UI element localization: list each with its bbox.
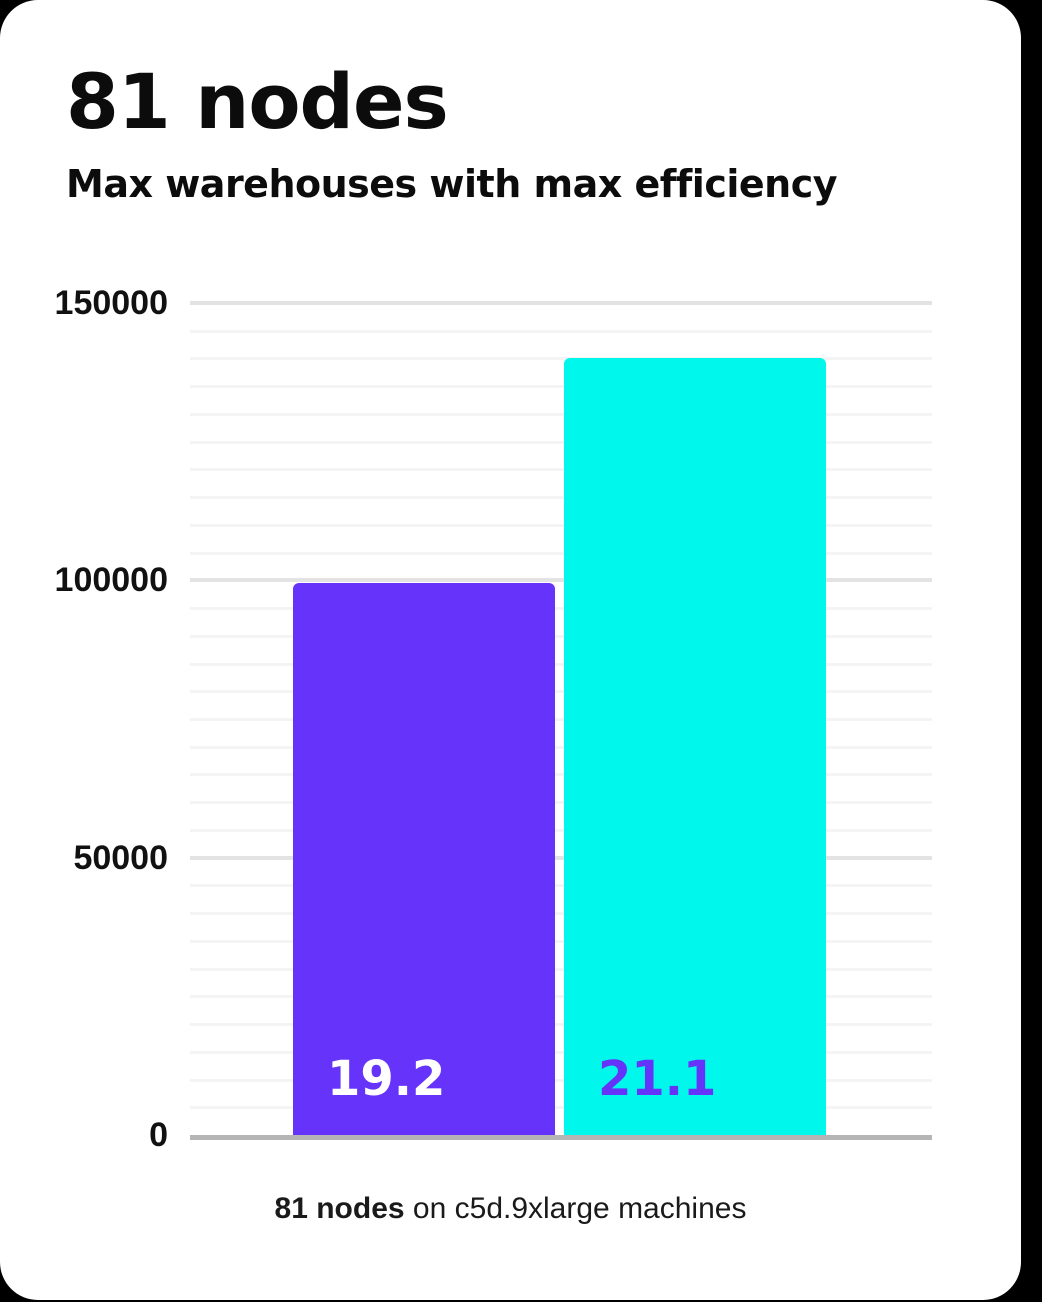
bar-19.2: 19.2 bbox=[293, 583, 555, 1135]
gridline-major bbox=[190, 578, 932, 583]
bar-value-label: 21.1 bbox=[598, 1050, 717, 1107]
headline: 81 nodes bbox=[66, 57, 449, 146]
gridline-minor bbox=[190, 995, 932, 999]
gridline-minor bbox=[190, 357, 932, 361]
gridline-minor bbox=[190, 523, 932, 527]
gridline-minor bbox=[190, 884, 932, 888]
gridline-minor bbox=[190, 551, 932, 555]
gridline-minor bbox=[190, 828, 932, 832]
subtitle: Max warehouses with max efficiency bbox=[66, 162, 838, 206]
gridline-minor bbox=[190, 1106, 932, 1110]
gridline-minor bbox=[190, 690, 932, 694]
gridline-minor bbox=[190, 662, 932, 666]
gridline-minor bbox=[190, 1023, 932, 1027]
gridline-minor bbox=[190, 607, 932, 611]
gridline-minor bbox=[190, 718, 932, 721]
y-axis-tick-label: 50000 bbox=[73, 838, 168, 877]
y-axis-tick-label: 150000 bbox=[54, 284, 168, 322]
gridline-minor bbox=[190, 412, 932, 416]
gridline-major bbox=[190, 855, 932, 860]
gridline-minor bbox=[190, 912, 932, 916]
gridline-minor bbox=[190, 468, 932, 472]
gridline-minor bbox=[190, 329, 932, 333]
bar-value-label: 19.2 bbox=[327, 1050, 446, 1107]
caption-regular-text: on c5d.9xlarge machines bbox=[404, 1192, 747, 1225]
gridline-minor bbox=[190, 385, 932, 389]
gridline-minor bbox=[190, 939, 932, 943]
gridline-minor bbox=[190, 745, 932, 749]
gridline-minor bbox=[190, 440, 932, 444]
bar-chart: 0 50000 100000 150000 19.2 21.1 bbox=[54, 284, 932, 1154]
caption: 81 nodes on c5d.9xlarge machines bbox=[0, 1192, 1021, 1226]
gridline-minor bbox=[190, 773, 932, 777]
gridline-minor bbox=[190, 801, 932, 805]
gridline-minor bbox=[190, 496, 932, 500]
chart-card: 81 nodes Max warehouses with max efficie… bbox=[0, 0, 1021, 1300]
gridline-minor bbox=[190, 967, 932, 971]
gridline-minor bbox=[190, 1078, 932, 1082]
gridline-minor bbox=[190, 1050, 932, 1054]
y-axis-tick-label: 0 bbox=[149, 1116, 168, 1154]
x-axis-baseline bbox=[190, 1135, 932, 1140]
gridline-major bbox=[190, 301, 932, 305]
gridline-minor bbox=[190, 634, 932, 638]
caption-bold-text: 81 nodes bbox=[274, 1192, 405, 1225]
y-axis-tick-label: 100000 bbox=[54, 561, 168, 600]
bar-21.1: 21.1 bbox=[564, 358, 826, 1135]
